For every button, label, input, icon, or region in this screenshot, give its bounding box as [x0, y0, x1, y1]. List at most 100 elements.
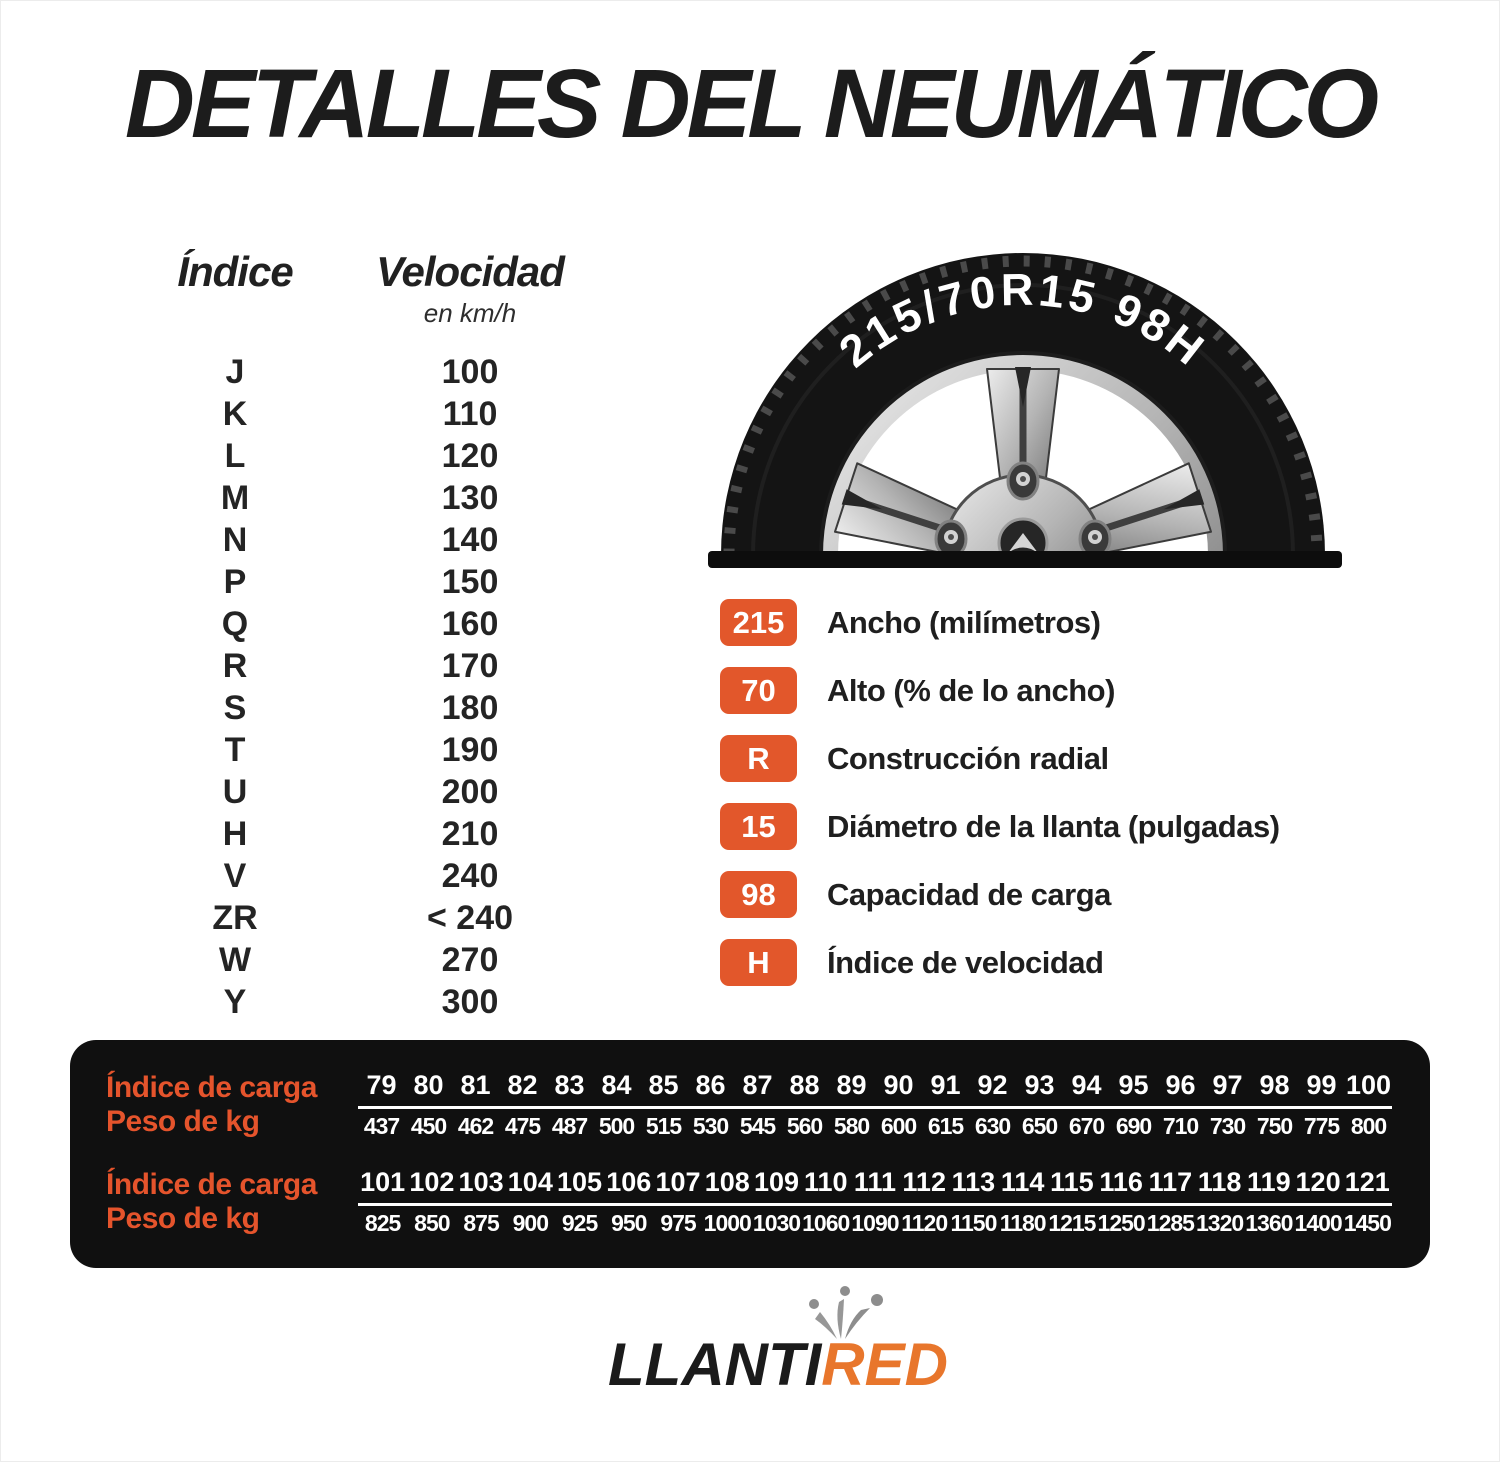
- load-weight-value: 450: [410, 1113, 447, 1139]
- tire-code-badge: 15: [720, 803, 797, 850]
- load-index-value: 87: [742, 1070, 773, 1100]
- load-weight-value: 650: [1021, 1113, 1058, 1139]
- load-index-value: 96: [1165, 1070, 1196, 1100]
- speed-rows: J 100 K 110 L 120 M 130 N 140 P 150 Q 16…: [140, 351, 610, 1023]
- load-group-1: Índice de carga Peso de kg 79 80 81 82 83 84 8…: [106, 1070, 1392, 1142]
- speed-value: 190: [441, 730, 499, 769]
- load-index-panel: Índice de carga Peso de kg 79 80 81 82 83 84 8…: [70, 1040, 1430, 1268]
- speed-index-letter: T: [224, 730, 246, 769]
- load-index-value: 82: [507, 1070, 538, 1100]
- speed-value: 130: [441, 478, 499, 517]
- load-weight-value: 462: [457, 1113, 494, 1139]
- load-weight-label: Peso de kg: [106, 1202, 260, 1235]
- load-weight-value: 1150: [950, 1210, 997, 1236]
- speed-column-title: Velocidad: [376, 248, 565, 295]
- tire-illustration: 215/70R15 98H: [700, 243, 1350, 568]
- divider-line: [358, 1106, 1392, 1109]
- load-index-value: 92: [977, 1070, 1008, 1100]
- speed-index-letter: W: [218, 940, 252, 979]
- speed-column-header: Velocidad en km/h: [330, 248, 610, 329]
- load-index-label: Índice de carga: [106, 1071, 317, 1104]
- legend-label: Índice de velocidad: [827, 944, 1104, 980]
- tire-svg: 215/70R15 98H: [708, 253, 1342, 568]
- speed-table-header: Índice Velocidad en km/h: [140, 248, 610, 329]
- load-group-values: 101 102 103 104 105 106 107 108 109 110 111 112 113 1…: [358, 1167, 1392, 1239]
- load-indices-row: 101 102 103 104 105 106 107 108 109 110 111 112 113 1…: [358, 1167, 1392, 1198]
- speed-index-letter: L: [224, 436, 246, 475]
- load-weight-value: 1060: [802, 1210, 850, 1236]
- load-weight-value: 530: [692, 1113, 729, 1139]
- load-group-labels: Índice de carga Peso de kg: [106, 1167, 358, 1239]
- load-weight-value: 560: [786, 1113, 823, 1139]
- legend-row: 70 Alto (% de lo ancho): [720, 667, 1280, 714]
- speed-value: 170: [441, 646, 499, 685]
- load-weight-value: 825: [364, 1210, 401, 1236]
- speed-value: 270: [441, 940, 499, 979]
- load-index-value: 89: [836, 1070, 867, 1100]
- load-index-value: 107: [655, 1167, 701, 1197]
- load-index-value: 80: [413, 1070, 444, 1100]
- load-index-value: 110: [803, 1167, 848, 1197]
- speed-row: H 210: [140, 813, 610, 855]
- speed-row: P 150: [140, 561, 610, 603]
- load-weight-value: 950: [611, 1210, 647, 1236]
- load-index-value: 111: [853, 1167, 896, 1197]
- speed-value: 200: [441, 772, 499, 811]
- speed-row: J 100: [140, 351, 610, 393]
- legend-label: Capacidad de carga: [827, 876, 1111, 912]
- load-index-value: 118: [1197, 1167, 1242, 1197]
- speed-index-letter: J: [225, 352, 245, 391]
- load-group-values: 79 80 81 82 83 84 85 86 87 88 89 90 91 92 93 94 95 96 97 98…: [358, 1070, 1392, 1142]
- load-weight-value: 615: [927, 1113, 964, 1139]
- speed-index-letter: Q: [221, 604, 249, 643]
- load-index-value: 84: [601, 1070, 632, 1100]
- speed-value: 240: [441, 856, 499, 895]
- speed-value: 120: [441, 436, 499, 475]
- speed-value: 210: [441, 814, 499, 853]
- speed-row: Y 300: [140, 981, 610, 1023]
- speed-row: M 130: [140, 477, 610, 519]
- speed-row: N 140: [140, 519, 610, 561]
- load-index-value: 105: [557, 1167, 603, 1197]
- tire-code-badge: H: [720, 939, 797, 986]
- load-weight-value: 515: [645, 1113, 682, 1139]
- load-weight-value: 730: [1209, 1113, 1246, 1139]
- load-index-value: 95: [1118, 1070, 1149, 1100]
- load-weight-value: 580: [833, 1113, 870, 1139]
- speed-value: 180: [441, 688, 499, 727]
- ground-bar: [708, 551, 1342, 568]
- load-weight-value: 1250: [1097, 1210, 1146, 1236]
- load-weight-value: 1090: [851, 1210, 899, 1236]
- load-weight-value: 1400: [1294, 1210, 1342, 1236]
- speed-row: U 200: [140, 771, 610, 813]
- load-weight-value: 487: [551, 1113, 588, 1139]
- speed-row: T 190: [140, 729, 610, 771]
- legend-label: Construcción radial: [827, 740, 1109, 776]
- speed-index-letter: Y: [223, 982, 247, 1021]
- brand-logo: LLANTIRED: [0, 1286, 1500, 1399]
- load-index-value: 115: [1050, 1167, 1094, 1197]
- speed-index-letter: ZR: [212, 898, 258, 937]
- load-weight-value: 975: [660, 1210, 696, 1236]
- tire-code-badge: 215: [720, 599, 797, 646]
- lug-nut-left: [934, 519, 968, 559]
- speed-value: 300: [441, 982, 499, 1021]
- tire-code-badge: 98: [720, 871, 797, 918]
- speed-row: W 270: [140, 939, 610, 981]
- load-weight-value: 875: [463, 1210, 499, 1236]
- load-index-value: 101: [360, 1167, 406, 1197]
- load-index-value: 86: [695, 1070, 726, 1100]
- speed-index-letter: R: [222, 646, 248, 685]
- load-weight-label: Peso de kg: [106, 1105, 260, 1138]
- load-index-value: 97: [1212, 1070, 1243, 1100]
- tire-code-badge: 70: [720, 667, 797, 714]
- load-weight-value: 1215: [1048, 1210, 1096, 1236]
- speed-value: 150: [441, 562, 499, 601]
- speed-value: 140: [441, 520, 499, 559]
- load-weight-value: 630: [974, 1113, 1011, 1139]
- load-index-value: 81: [460, 1070, 491, 1100]
- legend-label: Alto (% de lo ancho): [827, 672, 1115, 708]
- legend-row: 215 Ancho (milímetros): [720, 599, 1280, 646]
- load-index-value: 120: [1295, 1167, 1341, 1197]
- load-index-value: 114: [1000, 1167, 1045, 1197]
